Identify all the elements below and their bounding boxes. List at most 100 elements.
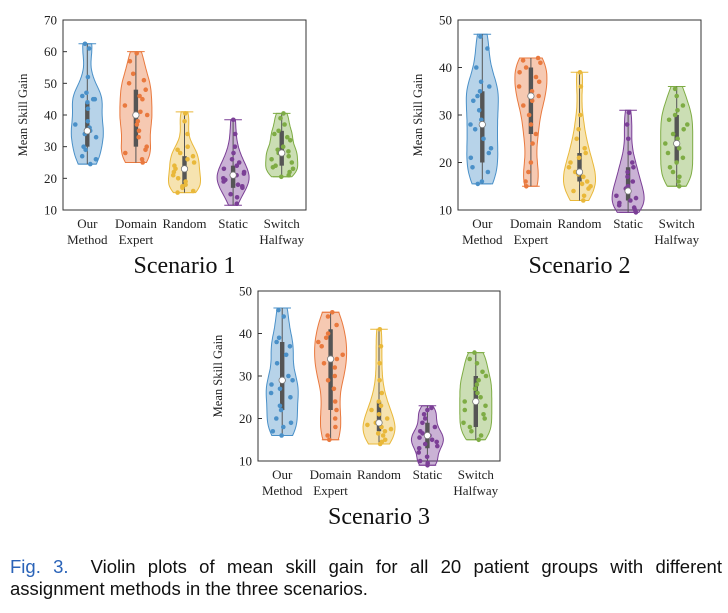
data-point <box>424 454 430 460</box>
data-point <box>270 165 276 170</box>
data-point <box>420 420 425 426</box>
median-marker <box>278 149 286 157</box>
data-point <box>274 339 279 345</box>
data-point <box>290 378 295 383</box>
data-point <box>478 395 483 400</box>
data-point <box>378 344 384 349</box>
median-marker <box>180 165 189 173</box>
data-point <box>274 361 280 366</box>
data-point <box>579 181 585 187</box>
data-point <box>384 416 390 421</box>
violin-static <box>216 117 250 206</box>
data-point <box>481 136 486 142</box>
x-category-label: Halfway <box>453 483 498 498</box>
data-point <box>134 122 140 127</box>
data-point <box>533 131 539 137</box>
data-point <box>480 369 485 375</box>
data-point <box>185 131 190 137</box>
data-point <box>536 79 542 85</box>
x-category-label: Static <box>218 216 248 231</box>
data-point <box>288 395 293 400</box>
data-point <box>143 87 148 92</box>
data-point <box>417 435 422 440</box>
data-point <box>526 169 531 175</box>
data-point <box>140 160 145 165</box>
data-point <box>581 198 586 203</box>
figure-caption: Fig. 3. Violin plots of mean skill gain f… <box>10 556 722 600</box>
data-point <box>85 106 91 111</box>
data-point <box>568 160 573 165</box>
data-point <box>228 191 233 197</box>
data-point <box>269 382 274 387</box>
iqr-box <box>577 153 582 182</box>
data-point <box>475 181 481 187</box>
data-point <box>281 314 287 319</box>
data-point <box>283 352 289 358</box>
data-point <box>123 150 128 156</box>
data-point <box>279 174 284 180</box>
data-point <box>476 378 481 383</box>
violin-our-method <box>70 41 104 167</box>
data-point <box>536 93 541 99</box>
data-point <box>528 160 534 165</box>
data-point <box>190 188 196 194</box>
x-category-label: Random <box>162 216 206 231</box>
data-point <box>321 361 327 366</box>
data-point <box>234 201 240 206</box>
data-point <box>486 150 492 156</box>
data-point <box>234 195 240 200</box>
data-point <box>126 81 132 86</box>
data-point <box>583 150 588 156</box>
data-point <box>234 163 240 168</box>
iqr-box <box>280 342 285 410</box>
data-point <box>286 149 291 154</box>
x-category-label: Our <box>272 467 293 482</box>
data-point <box>416 446 422 451</box>
data-point <box>136 134 141 140</box>
data-point <box>574 136 579 142</box>
data-point <box>229 157 235 162</box>
data-point <box>630 179 636 184</box>
data-point <box>475 93 480 99</box>
data-point <box>235 182 241 187</box>
data-point <box>538 60 543 66</box>
data-point <box>677 174 682 180</box>
data-point <box>672 112 678 118</box>
data-point <box>422 416 428 421</box>
data-point <box>526 112 532 118</box>
data-point <box>141 77 147 83</box>
data-point <box>472 127 478 132</box>
data-point <box>277 403 283 409</box>
data-point <box>376 412 382 417</box>
iqr-box <box>625 167 631 201</box>
data-point <box>377 441 383 447</box>
x-category-label: Domain <box>510 216 552 231</box>
data-point <box>241 171 247 176</box>
data-point <box>467 424 473 430</box>
violin-our-method <box>265 307 299 438</box>
data-point <box>477 89 483 94</box>
data-point <box>130 71 136 77</box>
data-point <box>236 160 242 165</box>
data-point <box>231 150 236 156</box>
data-point <box>276 128 281 134</box>
data-point <box>144 112 150 118</box>
data-point <box>332 399 338 404</box>
data-point <box>269 157 274 162</box>
data-point <box>379 390 385 396</box>
y-tick-label: 10 <box>439 203 452 218</box>
data-point <box>134 51 139 56</box>
data-point <box>340 352 346 358</box>
y-tick-label: 50 <box>239 284 252 299</box>
data-point <box>478 433 484 438</box>
data-point <box>233 131 238 137</box>
data-point <box>232 144 238 149</box>
y-tick-label: 10 <box>44 203 57 218</box>
data-point <box>377 327 383 332</box>
violin-random <box>563 70 596 203</box>
data-point <box>282 122 287 127</box>
data-point <box>468 122 473 127</box>
data-point <box>582 146 587 151</box>
y-axis-label: Mean Skill Gain <box>211 334 225 417</box>
